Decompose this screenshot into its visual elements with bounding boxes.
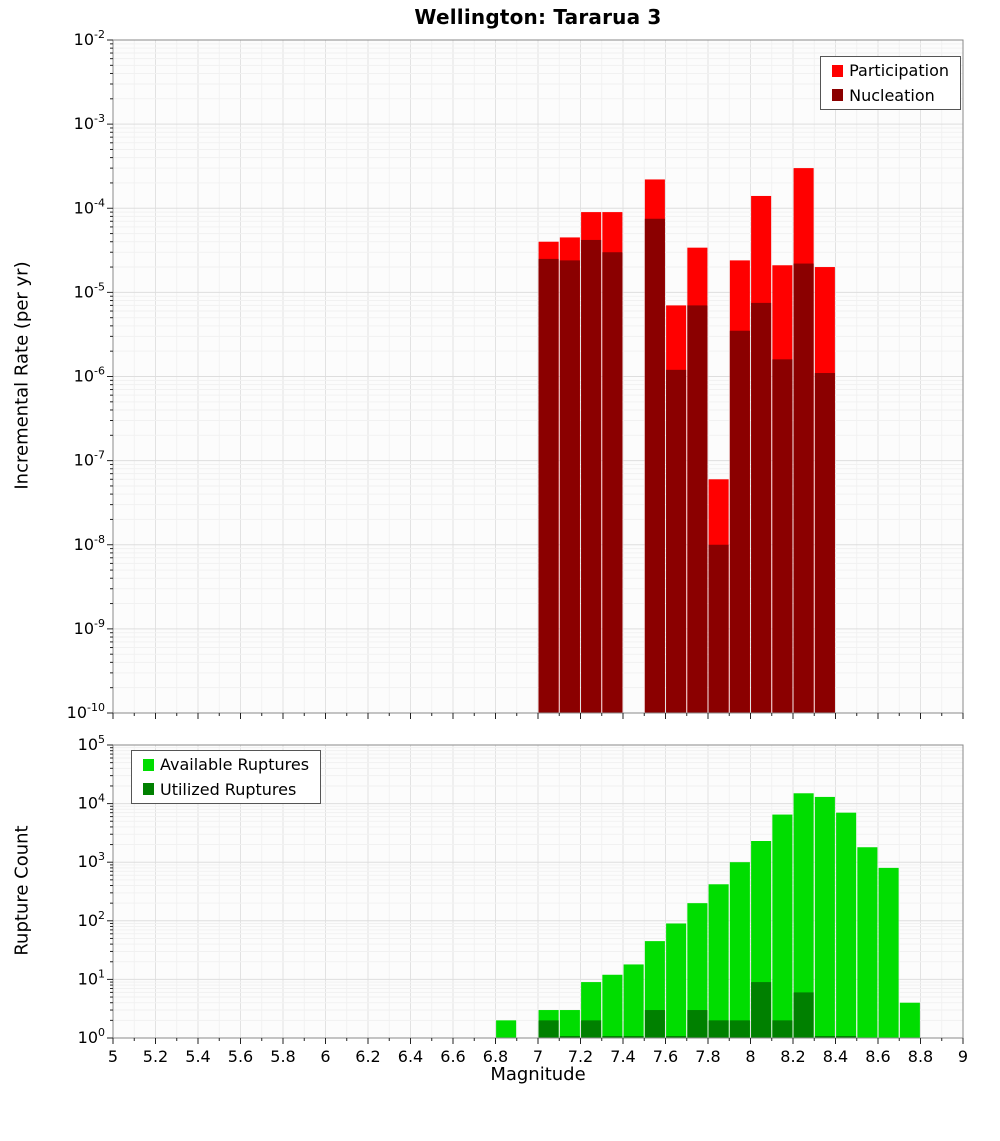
nucleation-color-swatch [832,89,844,102]
available-ruptures-bar [729,862,750,1038]
x-tick-label: 5.8 [270,1047,295,1066]
utilized-ruptures-bar [772,1020,793,1038]
y-tick-label: 10-7 [74,449,105,470]
available-ruptures-bar [772,814,793,1038]
y-tick-label: 10-9 [74,617,105,638]
available-ruptures-bar [878,867,899,1038]
x-tick-label: 9 [958,1047,968,1066]
utilized-ruptures-bar [602,1036,623,1038]
utilized-ruptures-bar [708,1020,729,1038]
nucleation-bar [581,239,602,713]
available-ruptures-bar [559,1010,580,1038]
utilized-ruptures-bar [814,1036,835,1038]
nucleation-bar [602,252,623,713]
x-tick-label: 8.2 [780,1047,805,1066]
x-axis-label: Magnitude [490,1064,586,1085]
legend-label-nucleation: Nucleation [849,85,935,105]
utilized-ruptures-bar [623,1036,644,1038]
legend-item-available-ruptures: Available Ruptures [143,756,309,774]
nucleation-bar [772,359,793,713]
participation-color-swatch [832,64,844,77]
available-ruptures-bar [857,847,878,1038]
incremental-rate-chart: 10-2 10-3 10-4 10-5 10-6 10-7 10-8 10-9 10-10 [67,28,964,722]
x-tick-label: 6.2 [355,1047,380,1066]
y-tick-label: 103 [78,850,105,871]
available-ruptures-bar [623,964,644,1038]
x-tick-label: 8.8 [908,1047,933,1066]
nucleation-bar [538,258,559,713]
utilized-ruptures-bar [581,1020,602,1038]
utilized-ruptures-color-swatch [143,783,154,796]
y-tick-label: 10-4 [74,196,105,217]
x-tick-label: 7.8 [695,1047,720,1066]
legend-label-available-ruptures: Available Ruptures [160,755,310,774]
top-chart-legend: Participation Nucleation [820,56,961,111]
x-tick-label: 8.6 [865,1047,890,1066]
chart-title: Wellington: Tararua 3 [414,5,662,29]
available-ruptures-bar [814,796,835,1038]
x-tick-label: 7.4 [610,1047,635,1066]
available-ruptures-color-swatch [143,758,154,771]
x-tick-label: 6.4 [398,1047,423,1066]
nucleation-bar [666,369,687,713]
y-tick-label: 101 [78,967,105,988]
available-ruptures-bar [836,812,857,1038]
available-ruptures-bar [496,1020,517,1038]
x-tick-label: 5.6 [228,1047,253,1066]
y-tick-label: 10-3 [74,112,105,133]
utilized-ruptures-bar [793,992,814,1038]
nucleation-bar [793,263,814,713]
x-tick-label: 7.2 [568,1047,593,1066]
available-ruptures-bar [708,884,729,1038]
y-tick-label: 104 [78,792,105,813]
utilized-ruptures-bar [644,1010,665,1038]
utilized-ruptures-bar [666,1036,687,1038]
available-ruptures-bar [899,1002,920,1038]
utilized-ruptures-bar [538,1020,559,1038]
nucleation-bar [644,218,665,713]
available-ruptures-bar [793,793,814,1038]
y-tick-label: 100 [78,1026,105,1047]
legend-item-nucleation: Nucleation [832,85,949,105]
nucleation-bar [687,305,708,713]
available-ruptures-bar [666,923,687,1038]
y-tick-label: 10-10 [67,701,105,722]
y-tick-label: 10-6 [74,365,105,386]
x-tick-label: 6.8 [483,1047,508,1066]
utilized-ruptures-bar [687,1010,708,1038]
available-ruptures-bar [687,903,708,1038]
x-tick-label: 8 [745,1047,755,1066]
utilized-ruptures-bar [836,1036,857,1038]
legend-label-participation: Participation [849,61,949,80]
y-tick-label: 105 [78,733,105,754]
x-tick-label: 6 [320,1047,330,1066]
x-tick-label: 7.6 [653,1047,678,1066]
charts-canvas: 10-2 10-3 10-4 10-5 10-6 10-7 10-8 10-9 10-10 5 5.… [67,28,968,1066]
x-tick-label: 5 [108,1047,118,1066]
x-tick-label: 7 [533,1047,543,1066]
x-tick-label: 5.4 [185,1047,210,1066]
legend-item-utilized-ruptures: Utilized Ruptures [143,779,309,799]
utilized-ruptures-bar [559,1036,580,1038]
nucleation-bar [751,302,772,713]
nucleation-bar [814,373,835,713]
utilized-ruptures-bar [751,982,772,1038]
legend-item-participation: Participation [832,62,949,80]
y-tick-label: 10-5 [74,280,105,301]
nucleation-bar [729,330,750,713]
legend-label-utilized-ruptures: Utilized Ruptures [160,779,297,799]
nucleation-bar [708,544,729,713]
bottom-chart-legend: Available Ruptures Utilized Ruptures [131,750,322,805]
y-tick-label: 10-2 [74,28,105,49]
x-tick-label: 8.4 [823,1047,848,1066]
y-tick-label: 102 [78,909,105,930]
x-tick-label: 5.2 [143,1047,168,1066]
y-tick-label: 10-8 [74,533,105,554]
x-tick-label: 6.6 [440,1047,465,1066]
nucleation-bar [559,260,580,713]
available-ruptures-bar [602,974,623,1038]
utilized-ruptures-bar [729,1020,750,1038]
